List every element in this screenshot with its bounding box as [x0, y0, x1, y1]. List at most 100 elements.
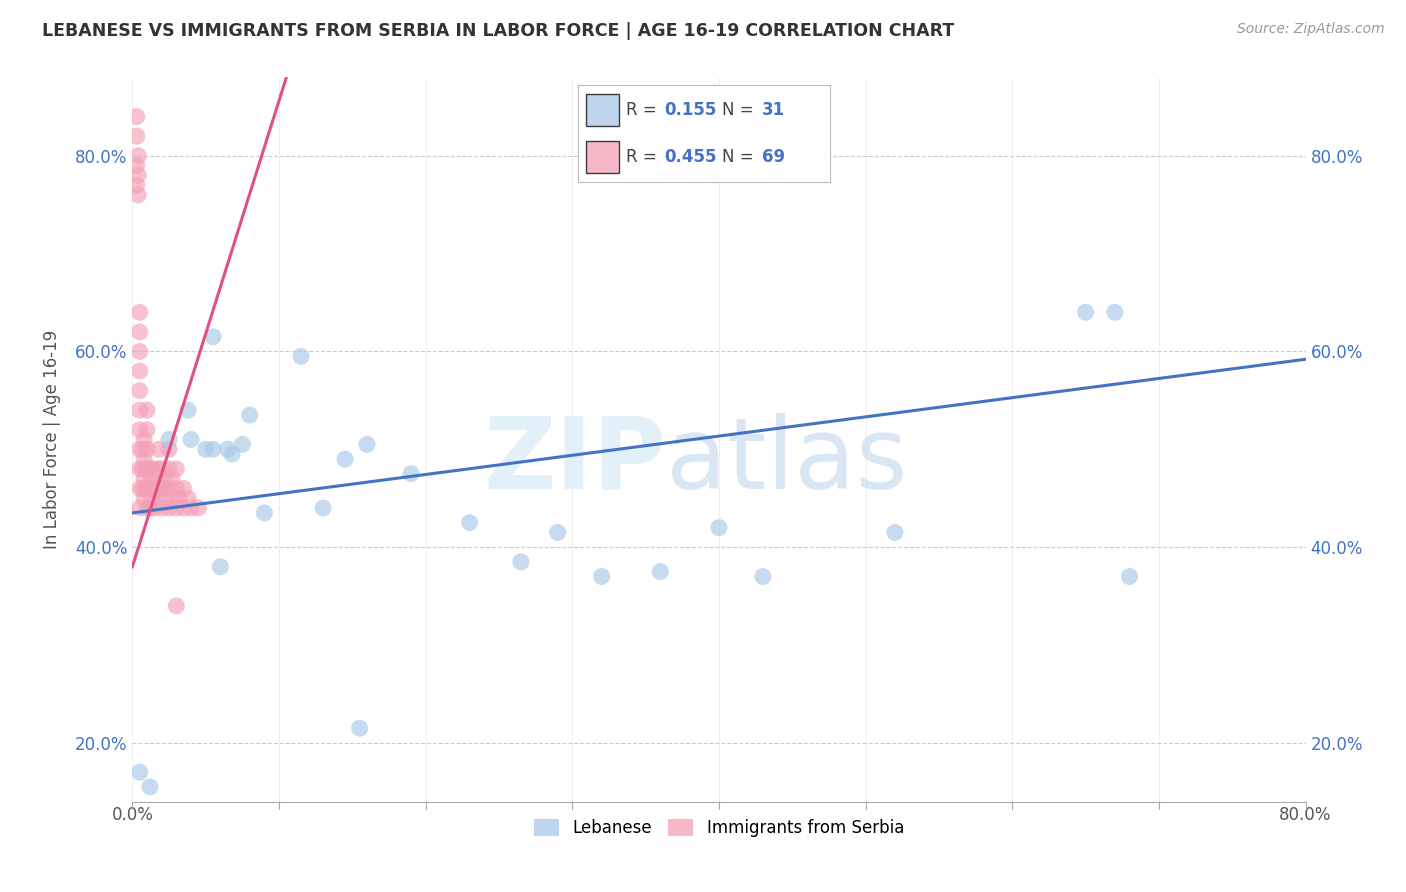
Point [650, 565, 672, 579]
Point [141, 472, 163, 486]
Point [165, 462, 187, 476]
Point [127, 169, 149, 183]
Point [128, 403, 150, 417]
Point [142, 482, 165, 496]
Point [349, 721, 371, 735]
Point [157, 501, 180, 516]
Point [136, 482, 159, 496]
Point [148, 462, 170, 476]
Point [128, 305, 150, 319]
Point [1074, 305, 1097, 319]
Text: atlas: atlas [666, 413, 908, 509]
Point [150, 501, 173, 516]
Point [132, 472, 155, 486]
Point [148, 442, 170, 457]
Point [157, 462, 180, 476]
Point [128, 423, 150, 437]
Point [290, 349, 312, 363]
Point [125, 110, 148, 124]
Point [139, 780, 162, 794]
Point [132, 433, 155, 447]
Point [202, 330, 225, 344]
Point [150, 462, 173, 476]
Point [136, 501, 159, 516]
Point [177, 491, 200, 506]
Point [356, 437, 378, 451]
Point [165, 599, 187, 613]
Point [145, 491, 167, 506]
Point [157, 433, 180, 447]
Point [752, 569, 775, 583]
Point [128, 364, 150, 378]
Point [131, 462, 153, 476]
Point [510, 555, 533, 569]
Point [125, 159, 148, 173]
Point [153, 491, 176, 506]
Point [125, 178, 148, 192]
Point [155, 482, 177, 496]
Point [173, 501, 195, 516]
Point [131, 442, 153, 457]
Text: LEBANESE VS IMMIGRANTS FROM SERBIA IN LABOR FORCE | AGE 16-19 CORRELATION CHART: LEBANESE VS IMMIGRANTS FROM SERBIA IN LA… [42, 22, 955, 40]
Point [173, 482, 195, 496]
Point [128, 325, 150, 339]
Point [333, 452, 356, 467]
Point [169, 491, 191, 506]
Point [160, 472, 183, 486]
Point [128, 482, 150, 496]
Point [209, 559, 232, 574]
Point [165, 482, 187, 496]
Point [153, 472, 176, 486]
Point [136, 442, 159, 457]
Point [399, 467, 422, 481]
Point [143, 501, 166, 516]
Point [128, 344, 150, 359]
Point [707, 520, 730, 534]
Text: Source: ZipAtlas.com: Source: ZipAtlas.com [1237, 22, 1385, 37]
Legend: Lebanese, Immigrants from Serbia: Lebanese, Immigrants from Serbia [527, 813, 911, 844]
Point [145, 472, 167, 486]
Point [135, 482, 157, 496]
Point [1104, 305, 1126, 319]
Point [157, 442, 180, 457]
Point [136, 423, 159, 437]
Text: ZIP: ZIP [484, 413, 666, 509]
Point [180, 501, 202, 516]
Point [143, 482, 166, 496]
Point [135, 462, 157, 476]
Point [132, 452, 155, 467]
Point [591, 569, 613, 583]
Point [253, 506, 276, 520]
Point [131, 482, 153, 496]
Point [136, 403, 159, 417]
Point [150, 482, 173, 496]
Point [1118, 569, 1140, 583]
Point [221, 447, 243, 461]
Point [202, 442, 225, 457]
Point [194, 442, 217, 457]
Point [141, 491, 163, 506]
Point [187, 501, 209, 516]
Point [142, 462, 165, 476]
Point [157, 482, 180, 496]
Point [139, 462, 162, 476]
Point [128, 384, 150, 398]
Y-axis label: In Labor Force | Age 16-19: In Labor Force | Age 16-19 [44, 330, 60, 549]
Point [127, 187, 149, 202]
Point [547, 525, 569, 540]
Point [177, 403, 200, 417]
Point [458, 516, 481, 530]
Point [312, 501, 335, 516]
Point [883, 525, 905, 540]
Point [127, 149, 149, 163]
Point [128, 442, 150, 457]
Point [217, 442, 239, 457]
Point [160, 491, 183, 506]
Point [125, 129, 148, 144]
Point [180, 433, 202, 447]
Point [239, 408, 262, 422]
Point [136, 462, 159, 476]
Point [132, 491, 155, 506]
Point [165, 501, 187, 516]
Point [128, 462, 150, 476]
